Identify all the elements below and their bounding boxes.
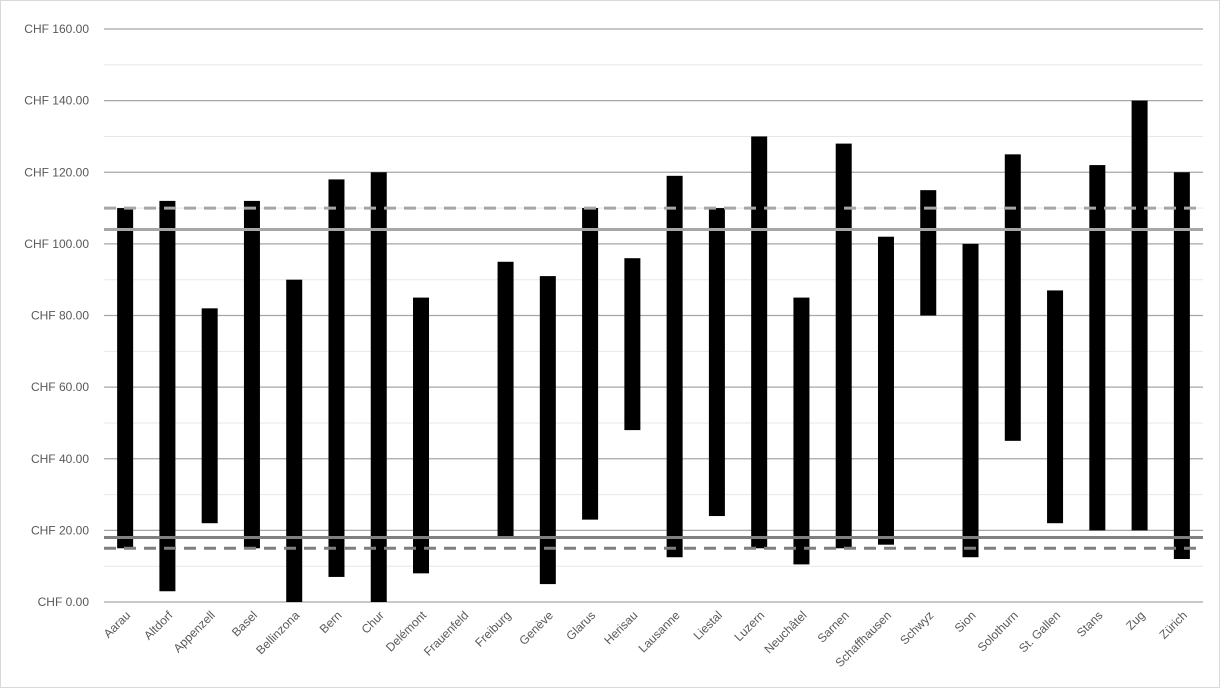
x-category-label: Appenzell xyxy=(171,608,218,655)
range-bar xyxy=(920,190,937,316)
x-category-label: Schwyz xyxy=(897,608,936,647)
range-bar xyxy=(751,136,768,549)
range-bar xyxy=(835,143,852,549)
range-bar xyxy=(413,297,430,574)
range-bar xyxy=(1173,172,1190,560)
y-tick-label: CHF 20.00 xyxy=(31,523,89,537)
y-axis-tick-labels: CHF 0.00 CHF 20.00 CHF 40.00 CHF 60.00 CHF 8… xyxy=(24,22,89,609)
x-category-label: St. Gallen xyxy=(1016,608,1063,655)
range-bar xyxy=(1131,100,1148,531)
range-bar xyxy=(1089,165,1106,531)
x-category-label: Frauenfeld xyxy=(421,608,471,658)
x-category-label: Bern xyxy=(317,608,345,636)
x-category-label: Herisau xyxy=(601,608,640,647)
y-tick-label: CHF 100.00 xyxy=(24,237,89,251)
range-bar xyxy=(962,243,979,558)
x-category-label: Sarnen xyxy=(815,608,852,645)
range-bar xyxy=(201,308,218,524)
y-tick-label: CHF 0.00 xyxy=(38,595,90,609)
x-category-label: Luzern xyxy=(731,608,767,644)
range-bar xyxy=(1047,290,1064,524)
range-bar xyxy=(159,200,176,592)
x-category-label: Chur xyxy=(359,608,387,636)
x-category-label: Lausanne xyxy=(636,608,683,655)
y-tick-label: CHF 140.00 xyxy=(24,94,89,108)
x-category-label: Genève xyxy=(516,608,556,648)
range-bars xyxy=(117,100,1190,602)
x-category-label: Glarus xyxy=(563,608,598,643)
x-category-label: Bellinzona xyxy=(253,608,302,657)
range-bar xyxy=(1004,154,1021,441)
major-gridlines xyxy=(104,28,1203,603)
x-category-label: Basel xyxy=(229,608,260,639)
range-bar xyxy=(582,208,599,520)
range-bar xyxy=(666,175,683,558)
x-category-label: Zürich xyxy=(1157,608,1190,641)
x-category-label: Liestal xyxy=(691,608,725,642)
range-bar xyxy=(497,261,514,538)
range-bar xyxy=(877,236,894,545)
y-tick-label: CHF 40.00 xyxy=(31,452,89,466)
range-bar xyxy=(117,208,134,549)
x-category-label: Neuchâtel xyxy=(761,608,809,656)
y-tick-label: CHF 160.00 xyxy=(24,22,89,36)
range-bar xyxy=(624,258,641,431)
y-tick-label: CHF 120.00 xyxy=(24,165,89,179)
x-category-label: Altdorf xyxy=(141,608,176,643)
range-bar xyxy=(286,279,303,602)
y-tick-label: CHF 60.00 xyxy=(31,380,89,394)
range-bar xyxy=(708,208,725,517)
reference-lines xyxy=(104,206,1203,550)
range-bar xyxy=(539,276,556,585)
range-bar xyxy=(370,172,387,602)
x-category-label: Sion xyxy=(952,608,979,635)
x-category-label: Stans xyxy=(1074,608,1106,640)
range-bar xyxy=(243,200,260,549)
y-tick-label: CHF 80.00 xyxy=(31,309,89,323)
range-bar xyxy=(793,297,810,565)
range-bar xyxy=(328,179,345,577)
x-category-label: Solothurn xyxy=(975,608,1021,654)
x-category-label: Zug xyxy=(1123,608,1148,633)
x-category-label: Aarau xyxy=(101,608,134,641)
x-category-label: Freiburg xyxy=(472,608,513,649)
